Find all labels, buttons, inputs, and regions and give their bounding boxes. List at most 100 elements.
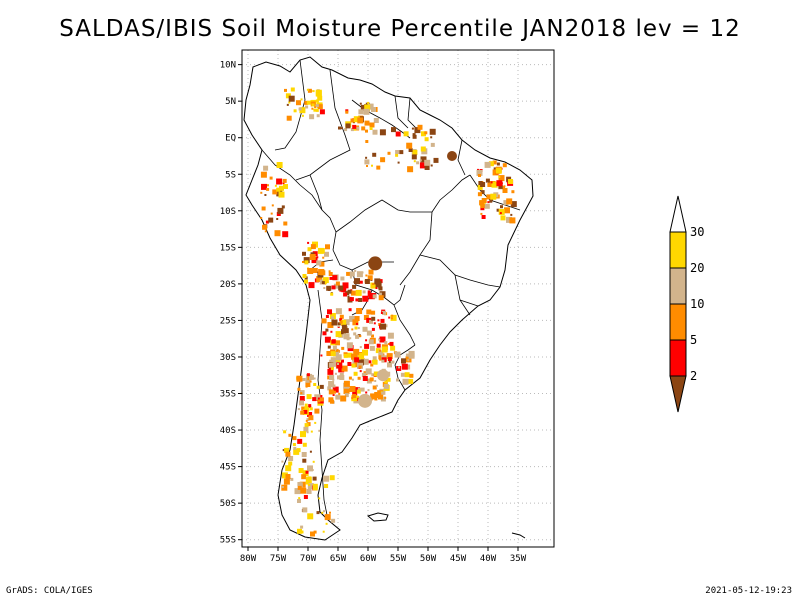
moisture-cell <box>373 371 379 377</box>
moisture-cell <box>341 359 344 363</box>
moisture-cell <box>267 184 269 187</box>
footer-credit: GrADS: COLA/IGES <box>6 586 93 596</box>
moisture-cell <box>351 363 356 368</box>
moisture-cell <box>329 276 333 280</box>
moisture-cell <box>282 182 285 185</box>
moisture-cell <box>355 397 360 402</box>
moisture-cell <box>325 522 328 525</box>
moisture-cell <box>347 295 350 298</box>
moisture-cell <box>379 336 386 343</box>
moisture-cell <box>337 375 341 380</box>
moisture-cell <box>404 372 410 378</box>
moisture-cell <box>303 495 308 499</box>
moisture-cell <box>283 221 288 226</box>
moisture-cell <box>330 292 334 296</box>
south-georgia-outline <box>511 532 526 539</box>
moisture-cell <box>403 131 409 137</box>
moisture-cell <box>356 126 360 130</box>
moisture-cell <box>301 452 307 457</box>
moisture-cell <box>365 140 369 143</box>
moisture-cell <box>485 178 490 183</box>
moisture-cell <box>330 367 334 371</box>
moisture-cell <box>370 282 377 289</box>
moisture-cell <box>487 201 490 204</box>
moisture-cell <box>312 251 318 257</box>
moisture-cell <box>366 378 372 384</box>
moisture-cell <box>335 331 342 338</box>
moisture-cell <box>358 298 363 302</box>
moisture-cell <box>304 260 309 265</box>
moisture-cell <box>424 137 429 142</box>
moisture-cell <box>323 475 330 482</box>
moisture-cell <box>319 248 325 253</box>
moisture-cell <box>381 346 388 353</box>
moisture-cell <box>307 241 310 244</box>
moisture-cell <box>301 114 304 117</box>
moisture-cell <box>262 225 264 228</box>
moisture-cell <box>281 484 288 491</box>
moisture-cell <box>331 518 336 523</box>
moisture-cell <box>499 212 502 215</box>
moisture-cell <box>260 191 263 194</box>
moisture-cell <box>302 274 307 278</box>
moisture-cell <box>283 478 290 485</box>
moisture-cell <box>276 187 281 192</box>
moisture-cell <box>312 460 315 463</box>
moisture-cell <box>395 131 401 137</box>
moisture-cell <box>352 124 357 129</box>
moisture-cell <box>343 333 350 340</box>
moisture-cell <box>357 376 361 380</box>
moisture-cell <box>334 372 337 375</box>
moisture-cell <box>306 418 310 422</box>
moisture-cell <box>387 362 392 368</box>
moisture-cell <box>381 359 385 363</box>
moisture-cell <box>285 474 291 479</box>
moisture-cell <box>366 317 372 323</box>
moisture-cell <box>261 183 267 190</box>
moisture-cell <box>372 283 375 285</box>
moisture-cell <box>361 373 366 377</box>
moisture-cell <box>367 290 371 294</box>
moisture-cell <box>300 98 303 101</box>
moisture-cell <box>398 366 400 369</box>
moisture-cell <box>328 389 334 395</box>
moisture-cell <box>265 220 269 224</box>
moisture-cell <box>397 161 400 164</box>
colorbar-label: 20 <box>690 261 704 275</box>
moisture-cell <box>490 181 493 184</box>
moisture-cell <box>355 334 360 339</box>
moisture-cell <box>330 399 334 404</box>
moisture-cell <box>353 371 358 376</box>
moisture-cell <box>325 328 329 332</box>
moisture-cell <box>329 511 331 514</box>
moisture-cell <box>333 283 339 289</box>
moisture-cell <box>338 392 341 395</box>
moisture-cell <box>417 124 423 130</box>
lat-tick-label: 35S <box>220 390 236 400</box>
moisture-cell <box>379 291 386 298</box>
moisture-cell <box>279 185 284 191</box>
moisture-cell <box>376 343 381 348</box>
moisture-cell <box>317 95 323 101</box>
colorbar: 30 20 10 5 2 <box>669 195 704 413</box>
moisture-cell <box>488 181 494 187</box>
moisture-cell <box>352 127 356 131</box>
moisture-cell <box>370 106 374 110</box>
moisture-cell <box>351 395 358 402</box>
moisture-cell <box>281 460 284 463</box>
moisture-cell <box>340 395 347 402</box>
moisture-cell <box>349 271 355 277</box>
moisture-cell <box>357 359 364 366</box>
moisture-cell <box>408 378 414 384</box>
moisture-cell <box>346 271 351 276</box>
moisture-cell <box>348 376 352 380</box>
moisture-cell <box>360 387 365 392</box>
moisture-cell <box>364 343 370 349</box>
moisture-cell <box>304 423 309 428</box>
moisture-cell <box>374 380 377 382</box>
moisture-cell <box>284 88 287 92</box>
moisture-cell <box>362 349 368 356</box>
moisture-cell <box>322 530 325 533</box>
moisture-cell <box>341 319 347 325</box>
moisture-cell <box>304 406 310 412</box>
